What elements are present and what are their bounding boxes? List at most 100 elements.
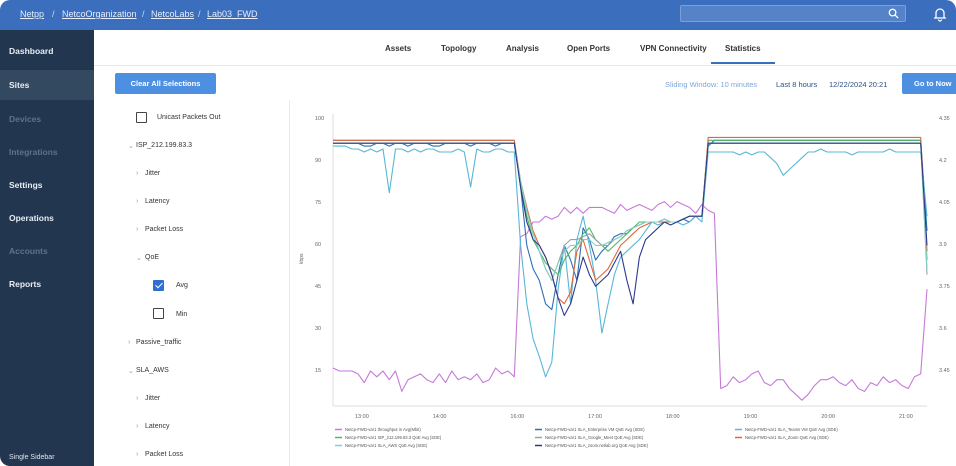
sidebar-footer[interactable]: Single Sidebar xyxy=(9,454,55,461)
x-tick-label: 18:00 xyxy=(666,414,680,420)
chevron-right-icon[interactable]: › xyxy=(136,198,139,205)
legend-label: Netcp-FWD-var1 throughput in Avg(Mbit) xyxy=(345,427,421,432)
tree-group-passive[interactable]: Passive_traffic xyxy=(136,339,182,346)
chevron-right-icon[interactable]: › xyxy=(136,423,139,430)
tree-item-min[interactable]: Min xyxy=(176,311,188,318)
tab-vpn-connectivity[interactable]: VPN Connectivity xyxy=(640,44,707,53)
breadcrumb-item-labs[interactable]: NetcoLabs xyxy=(151,9,195,19)
unicast-checkbox[interactable] xyxy=(136,112,147,123)
tab-topology[interactable]: Topology xyxy=(441,44,477,53)
tab-open-ports[interactable]: Open Ports xyxy=(567,44,611,53)
avg-checkbox[interactable] xyxy=(153,280,164,291)
chevron-right-icon[interactable]: › xyxy=(136,226,139,233)
breadcrumb-separator: / xyxy=(52,9,55,19)
metric-tree: Unicast Packets Out ⌄ ISP_212.199.83.3 ›… xyxy=(94,100,290,466)
sidebar-item-accounts[interactable]: Accounts xyxy=(9,246,48,256)
y-tick-label: 90 xyxy=(315,158,321,164)
tree-item-jitter[interactable]: Jitter xyxy=(145,170,161,177)
line-chart: 100 90 75 60 45 30 15 4.35 4.2 4.05 3.9 3.75 3.6 3.45… xyxy=(299,114,950,448)
series-line-0 xyxy=(332,201,928,401)
tree-item-packet-loss-2[interactable]: Packet Loss xyxy=(145,451,184,458)
tree-group-sla-aws[interactable]: SLA_AWS xyxy=(136,367,169,374)
x-tick-label: 16:00 xyxy=(510,414,524,420)
sidebar-item-settings[interactable]: Settings xyxy=(9,180,43,190)
tree-item-unicast[interactable]: Unicast Packets Out xyxy=(157,114,221,121)
series-line-2 xyxy=(333,145,928,378)
tree-item-latency[interactable]: Latency xyxy=(145,198,170,205)
tab-statistics[interactable]: Statistics xyxy=(711,44,775,64)
y-tick-label: 75 xyxy=(315,200,321,206)
sidebar-item-operations[interactable]: Operations xyxy=(9,213,54,223)
x-tick-label: 17:00 xyxy=(588,414,602,420)
y-tick-label: 100 xyxy=(315,116,324,122)
series-line-7 xyxy=(333,142,928,317)
series-line-6 xyxy=(333,142,928,281)
tree-item-jitter-2[interactable]: Jitter xyxy=(145,395,161,402)
tree-item-qoe[interactable]: QoE xyxy=(145,254,160,261)
top-bar: Netpp / NetcoOrganization / NetcoLabs / … xyxy=(0,0,956,30)
go-to-now-button[interactable]: Go to Now xyxy=(902,73,956,94)
breadcrumb-separator: / xyxy=(142,9,145,19)
clear-selections-button[interactable]: Clear All Selections xyxy=(115,73,216,94)
bell-icon[interactable] xyxy=(932,6,948,22)
y2-tick-label: 3.6 xyxy=(939,326,947,332)
legend-label: Netcp-FWD-var1 SLA_zoom.netlab.org QoE A… xyxy=(545,443,649,448)
tree-item-avg[interactable]: Avg xyxy=(176,282,188,289)
chevron-down-icon[interactable]: ⌄ xyxy=(128,143,134,150)
breadcrumb-separator: / xyxy=(198,9,201,19)
legend-label: Netcp-FWD-var1 SLA_Zoom QoE Avg (SDE) xyxy=(745,435,829,440)
y-tick-label: 60 xyxy=(315,242,321,248)
y-tick-label: 15 xyxy=(315,368,321,374)
series-line-4 xyxy=(333,142,928,281)
sidebar-item-sites[interactable]: Sites xyxy=(0,70,94,100)
y2-tick-label: 4.35 xyxy=(939,116,950,122)
time-range-label[interactable]: Last 8 hours xyxy=(776,80,818,89)
y2-tick-label: 4.05 xyxy=(939,200,950,206)
series-line-5 xyxy=(333,136,928,305)
legend-label: Netcp-FWD-var1 SLA_Enterprise VM QoE Avg… xyxy=(545,427,645,432)
legend-label: Netcp-FWD-var1 ISP_212.199.83.3 QoE Avg … xyxy=(345,435,442,440)
x-tick-label: 21:00 xyxy=(899,414,913,420)
chevron-down-icon[interactable]: ⌄ xyxy=(136,255,142,262)
chevron-down-icon[interactable]: ⌄ xyxy=(128,368,134,375)
legend-label: Netcp-FWD-var1 SLA_Teams VM QoE Avg (SDE… xyxy=(745,427,838,432)
search-icon[interactable] xyxy=(888,8,899,19)
series-line-1 xyxy=(333,139,928,311)
chevron-right-icon[interactable]: › xyxy=(136,395,139,402)
sidebar-item-dashboard[interactable]: Dashboard xyxy=(9,46,54,56)
y-tick-label: 30 xyxy=(315,326,321,332)
y2-tick-label: 4.2 xyxy=(939,158,947,164)
y2-tick-label: 3.45 xyxy=(939,368,950,374)
tab-assets[interactable]: Assets xyxy=(385,44,412,53)
sidebar: Dashboard Sites Devices Integrations Set… xyxy=(0,30,94,466)
y-tick-label: 45 xyxy=(315,284,321,290)
tree-group-isp[interactable]: ISP_212.199.83.3 xyxy=(136,142,193,149)
y-axis-title: kbps xyxy=(299,253,305,264)
sidebar-item-integrations[interactable]: Integrations xyxy=(9,147,58,157)
x-tick-label: 20:00 xyxy=(821,414,835,420)
y2-tick-label: 3.75 xyxy=(939,284,950,290)
tree-item-packet-loss[interactable]: Packet Loss xyxy=(145,226,184,233)
breadcrumb-item-org[interactable]: NetcoOrganization xyxy=(62,9,137,19)
breadcrumb-item-root[interactable]: Netpp xyxy=(20,9,45,19)
legend-label: Netcp-FWD-var1 SLA_Google_Meet QoE Avg (… xyxy=(545,435,644,440)
x-tick-label: 13:00 xyxy=(355,414,369,420)
chevron-right-icon[interactable]: › xyxy=(136,451,139,458)
series-line-3 xyxy=(333,139,928,276)
sidebar-item-devices[interactable]: Devices xyxy=(9,114,42,124)
tab-bar: Assets Topology Analysis Open Ports VPN … xyxy=(94,30,956,66)
x-tick-label: 19:00 xyxy=(744,414,758,420)
tab-analysis[interactable]: Analysis xyxy=(506,44,539,53)
tree-item-latency-2[interactable]: Latency xyxy=(145,423,170,430)
breadcrumb-item-site[interactable]: Lab03_FWD xyxy=(207,9,258,19)
sliding-window-label[interactable]: Sliding Window: 10 minutes xyxy=(665,80,758,89)
x-tick-label: 14:00 xyxy=(433,414,447,420)
min-checkbox[interactable] xyxy=(153,308,164,319)
sidebar-item-reports[interactable]: Reports xyxy=(9,279,42,289)
legend-label: Netcp-FWD-var1 SLA_AWS QoE Avg (SDE) xyxy=(345,443,428,448)
chevron-right-icon[interactable]: › xyxy=(136,170,139,177)
search-input[interactable] xyxy=(680,5,906,22)
chevron-right-icon[interactable]: › xyxy=(128,339,131,346)
y2-tick-label: 3.9 xyxy=(939,242,947,248)
